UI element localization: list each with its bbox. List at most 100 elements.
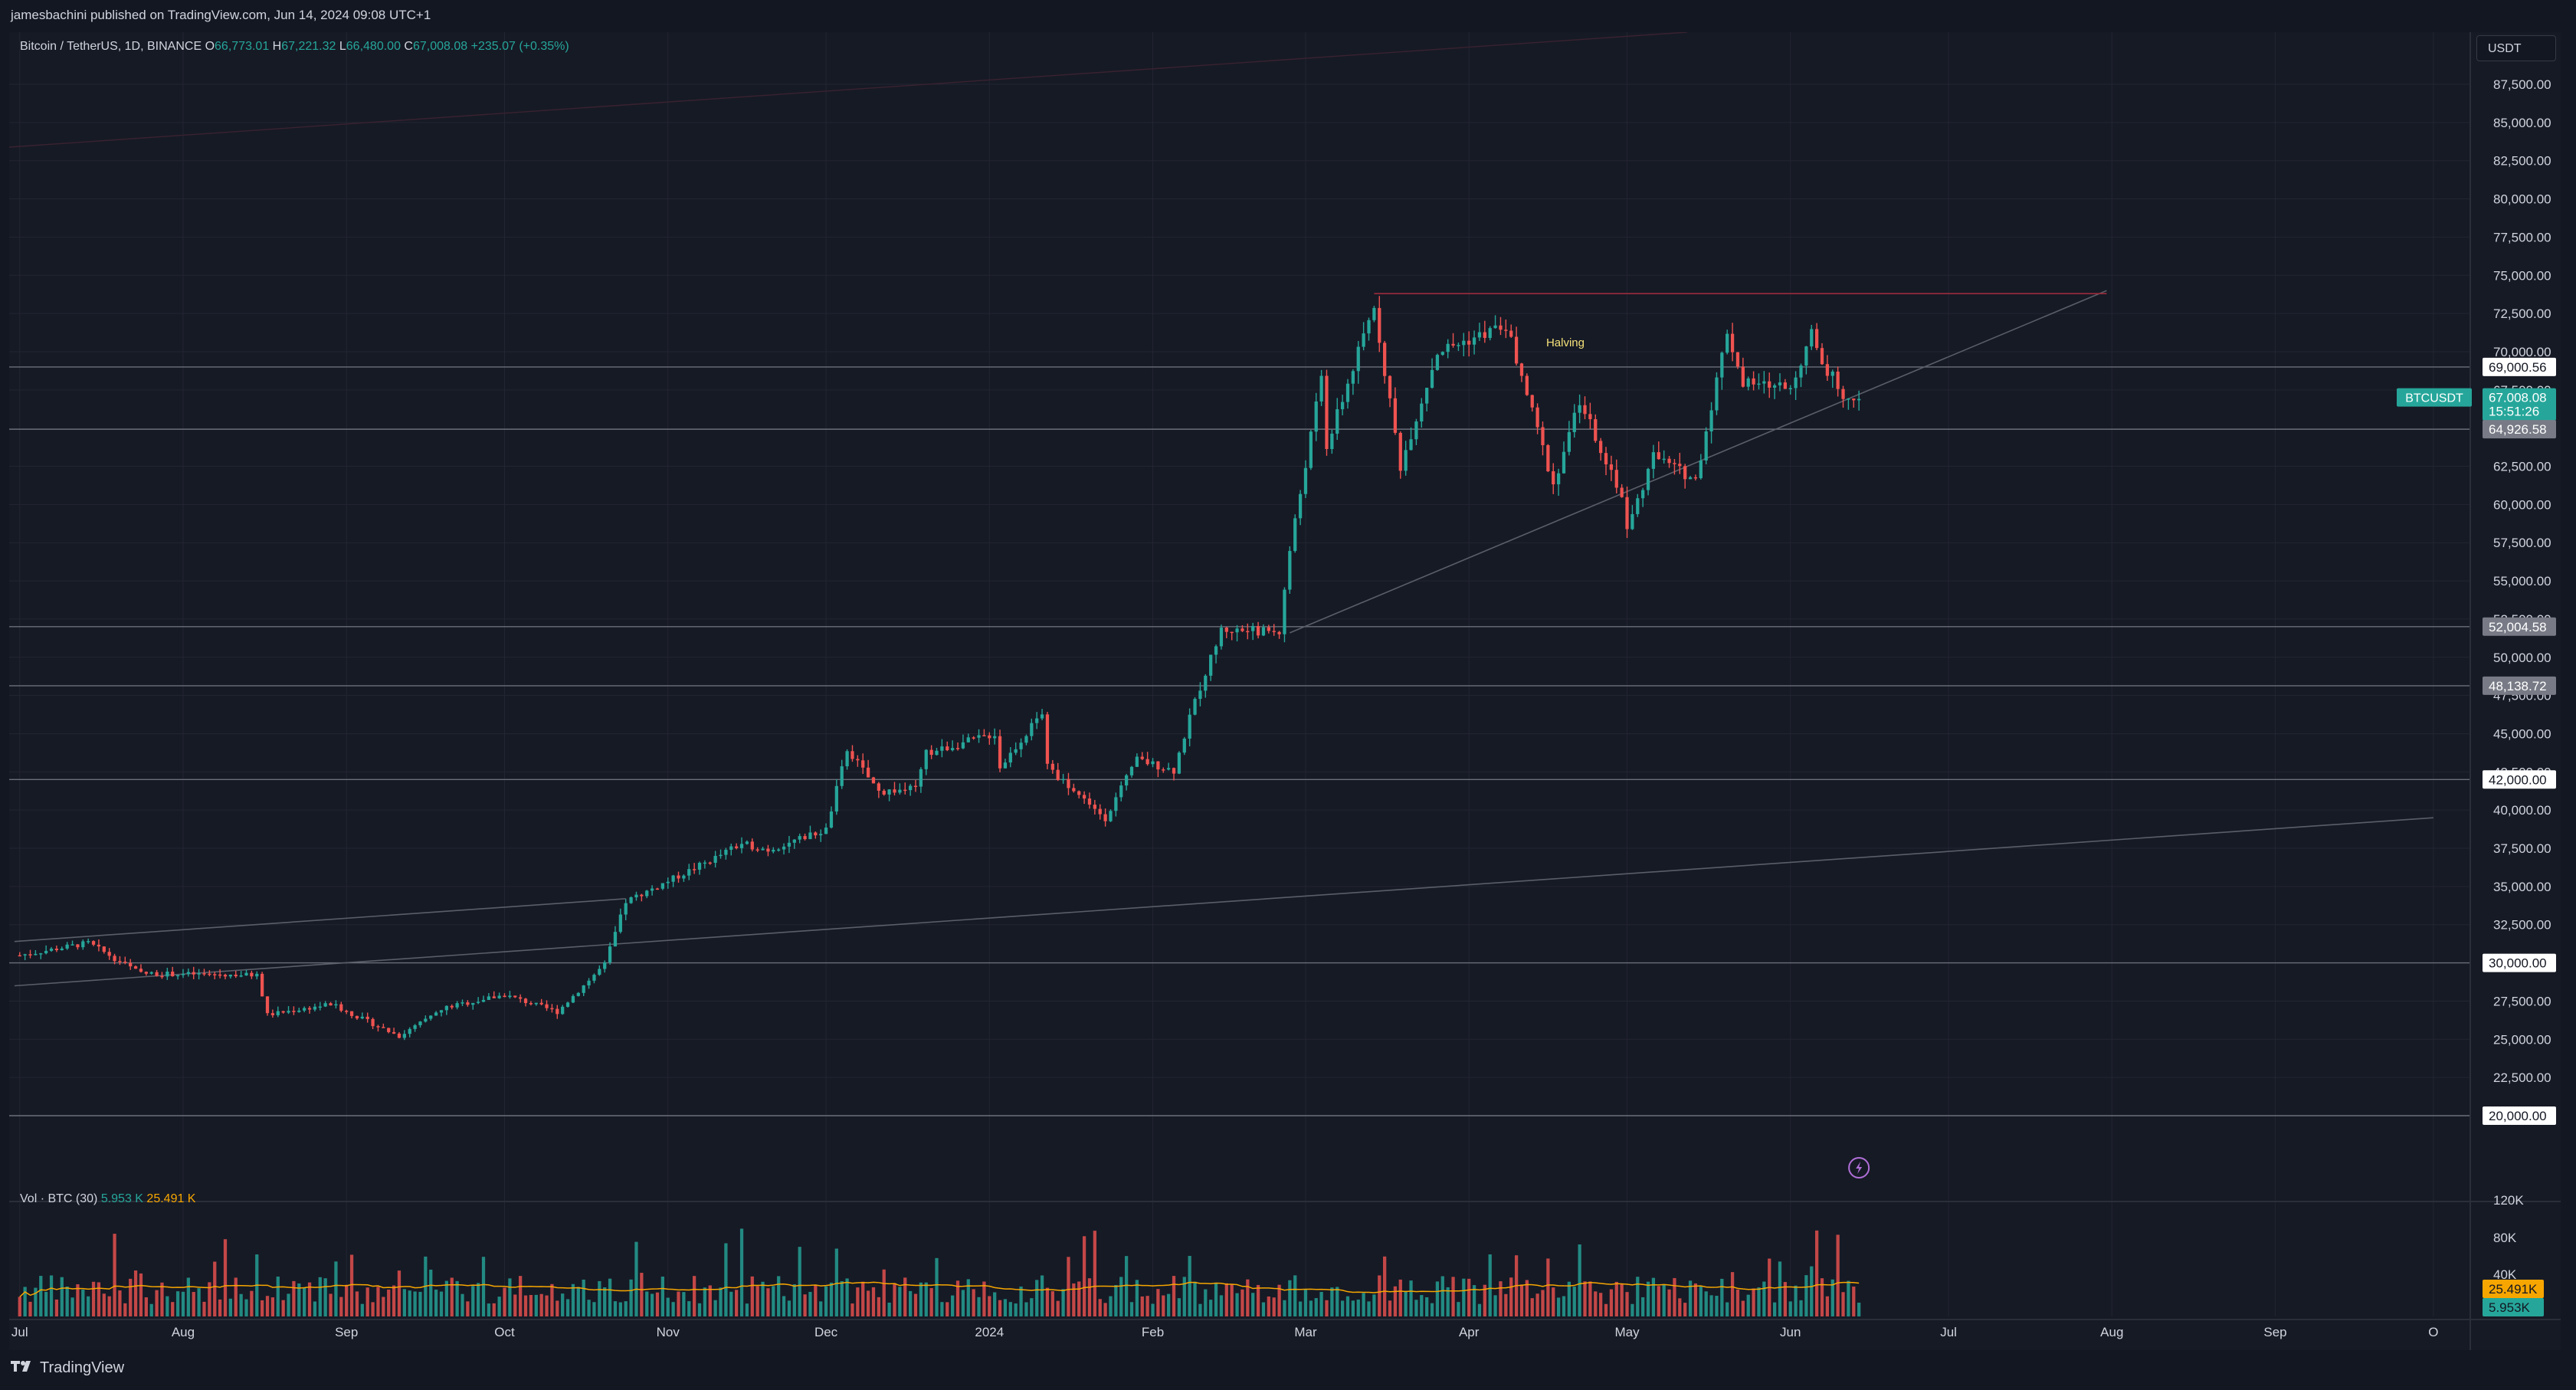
volume-bar [1741, 1300, 1745, 1316]
volume-bar [382, 1297, 385, 1316]
candle-body [1188, 714, 1191, 739]
tradingview-logo[interactable]: TradingView [11, 1359, 124, 1377]
candle-body [376, 1026, 380, 1028]
volume-bar [1830, 1279, 1834, 1316]
volume-bar [413, 1291, 417, 1316]
volume-bar [1804, 1275, 1808, 1316]
candle-body [1741, 366, 1745, 387]
candle-body [1388, 375, 1392, 398]
volume-bar [1309, 1300, 1313, 1316]
candle-body [1477, 332, 1482, 338]
candle-body [329, 1003, 333, 1006]
candle-body [1815, 329, 1819, 349]
candle-body [1019, 743, 1023, 749]
candle-body [1467, 340, 1471, 345]
volume-bar [113, 1234, 116, 1316]
volume-bar [1440, 1276, 1444, 1316]
candle-body [497, 995, 501, 998]
ohlc-legend[interactable]: Bitcoin / TetherUS, 1D, BINANCE O66,773.… [20, 40, 569, 54]
candle-body [1857, 398, 1861, 401]
volume-bar [1240, 1289, 1244, 1316]
candle-body [946, 746, 949, 751]
price-tick-label: 75,000.00 [2493, 268, 2551, 283]
chart-frame[interactable]: Halving 87,500.00 85,000.00 82,500.00 80,00… [9, 32, 2561, 1350]
candle-body [782, 846, 786, 850]
volume-bar [408, 1290, 411, 1316]
volume-bar [1683, 1303, 1687, 1316]
volume-bar [1530, 1298, 1534, 1316]
candle-body [993, 736, 997, 739]
price-tick-label: 72,500.00 [2493, 307, 2551, 321]
volume-bar [481, 1257, 486, 1316]
candle-body [655, 888, 660, 890]
candle-body [1472, 337, 1476, 345]
candle-body [1735, 352, 1740, 367]
volume-bar [1045, 1287, 1050, 1316]
candle-body [360, 1016, 364, 1019]
volume-bar [1414, 1300, 1418, 1316]
volume-bar [171, 1302, 175, 1316]
volume-bar [23, 1287, 27, 1316]
volume-bar [998, 1300, 1002, 1316]
volume-bar [745, 1303, 749, 1316]
volume-bar [1298, 1301, 1303, 1316]
candle-body [919, 769, 923, 787]
candle-body [113, 956, 116, 962]
price-flag [2483, 420, 2556, 439]
candle-body [1609, 464, 1614, 470]
candle-body [1167, 768, 1171, 770]
candle-body [197, 973, 201, 975]
volume-bar [1604, 1303, 1608, 1316]
price-tick-label: 87,500.00 [2493, 77, 2551, 92]
candle-body [903, 789, 907, 792]
candle-body [1309, 431, 1313, 468]
volume-bar [1657, 1286, 1660, 1316]
candle-body [1578, 405, 1581, 413]
candle-body [149, 972, 153, 974]
candle-body [492, 996, 496, 998]
volume-bar [898, 1287, 902, 1316]
candle-body [898, 789, 902, 793]
candle-body [1493, 325, 1497, 329]
volume-bar [787, 1300, 791, 1316]
candle-body [397, 1033, 401, 1038]
candle-body [1726, 333, 1729, 353]
volume-bar [297, 1283, 301, 1316]
volume-bar [1362, 1293, 1365, 1316]
volume-bar [887, 1302, 891, 1316]
lightning-bolt [1856, 1162, 1863, 1174]
candle-body [460, 1002, 464, 1004]
volume-bar [940, 1302, 944, 1316]
candle-body [935, 750, 939, 756]
chart-svg[interactable]: Halving 87,500.00 85,000.00 82,500.00 80,00… [9, 32, 2561, 1350]
volume-bar [1572, 1287, 1576, 1316]
candle-body [1414, 421, 1418, 440]
volume-title: Vol · BTC (30) [20, 1192, 98, 1205]
candle-body [107, 952, 111, 956]
candle-body [534, 1002, 538, 1005]
candle-body [1336, 409, 1339, 434]
candle-body [708, 862, 712, 864]
candle-body [1514, 336, 1519, 364]
volume-bar [65, 1286, 69, 1316]
candle-body [334, 1004, 338, 1006]
time-tick-label: Mar [1294, 1325, 1317, 1339]
candle-body [893, 789, 896, 793]
volume-legend[interactable]: Vol · BTC (30) 5.953 K 25.491 K [20, 1192, 195, 1206]
candle-body [102, 946, 106, 952]
candle-body [882, 790, 886, 795]
candle-body [1393, 398, 1398, 433]
volume-bar [186, 1277, 190, 1316]
currency-selector[interactable]: USDT [2476, 35, 2556, 61]
time-tick-label: May [1614, 1325, 1640, 1339]
candle-body [292, 1011, 296, 1012]
candle-body [1836, 371, 1840, 389]
candle-body [1462, 340, 1466, 346]
volume-bar [618, 1302, 622, 1316]
candle-body [1035, 718, 1039, 723]
volume-bar [1651, 1277, 1656, 1316]
candle-body [1614, 470, 1618, 488]
candle-body [1219, 628, 1224, 647]
volume-bar [123, 1303, 127, 1316]
volume-bar [1383, 1256, 1387, 1316]
